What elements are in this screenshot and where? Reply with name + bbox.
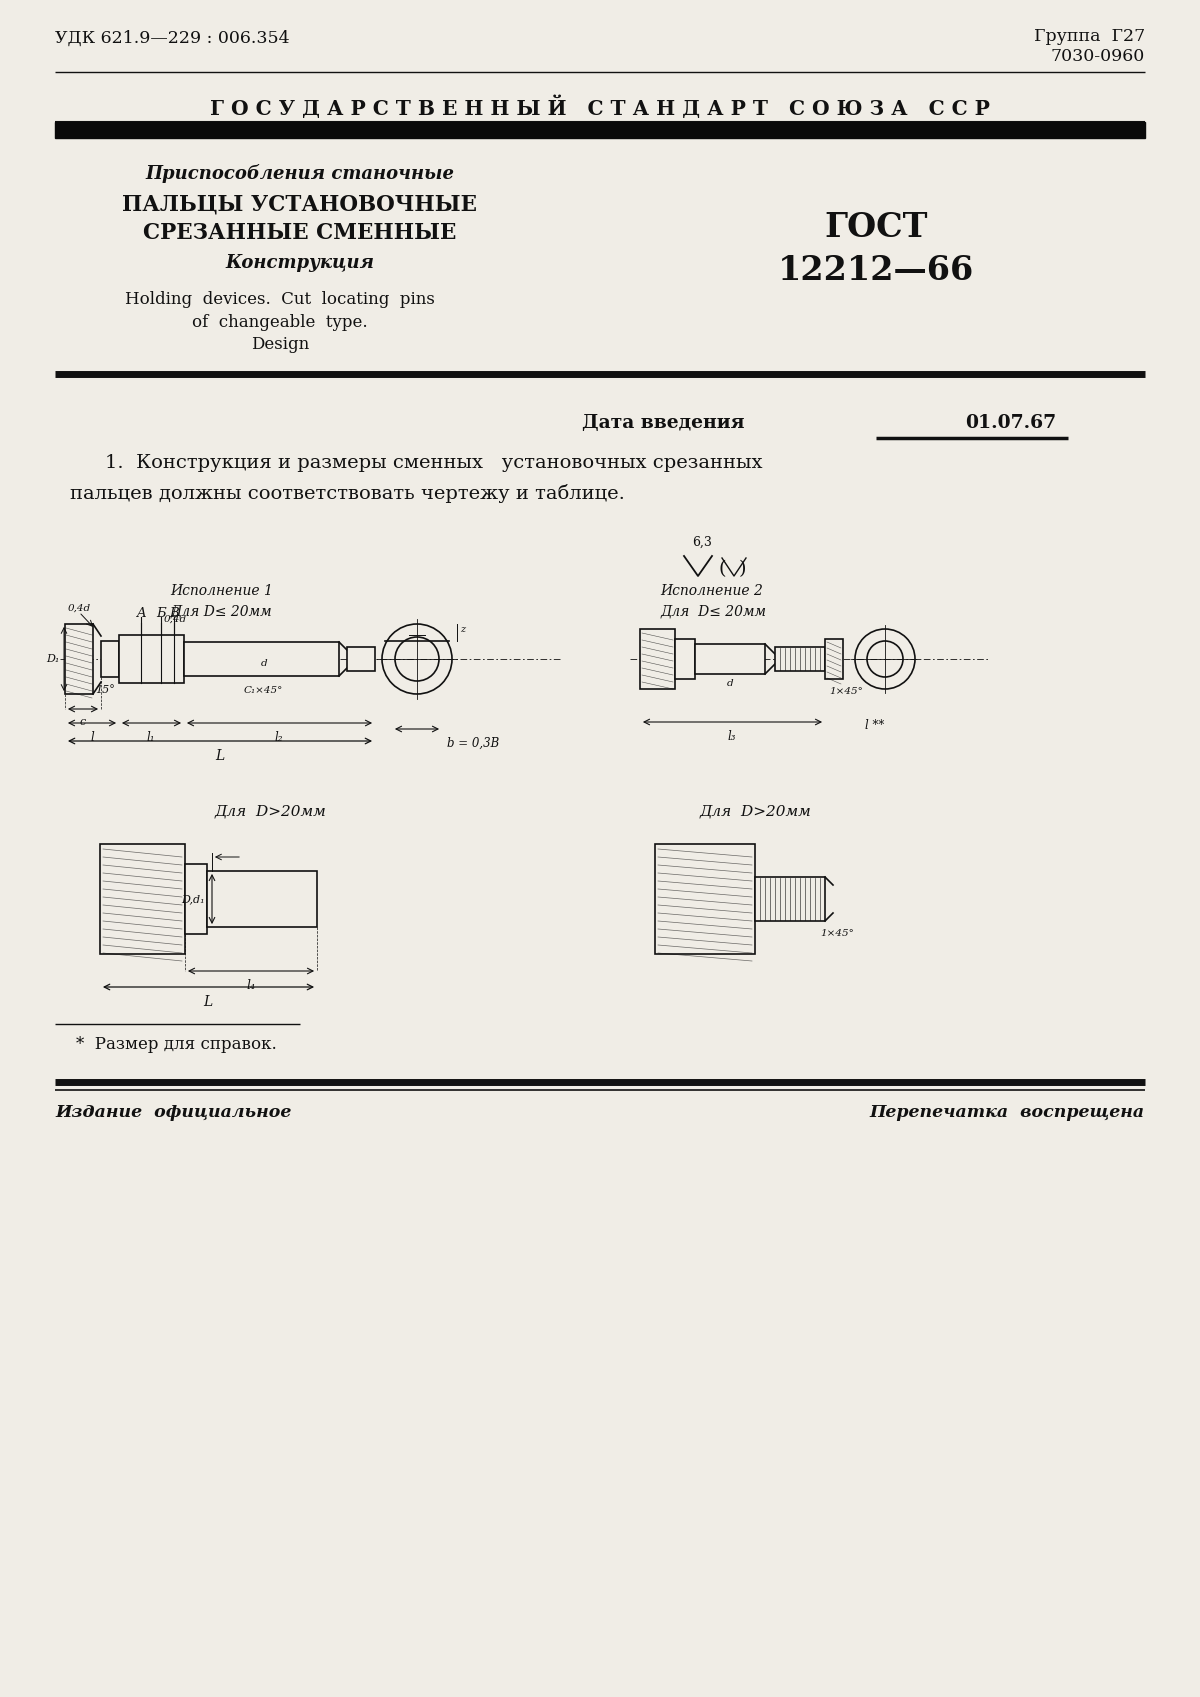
Text: Для  D≤ 20мм: Для D≤ 20мм [660, 604, 766, 618]
Text: of  changeable  type.: of changeable type. [192, 314, 368, 331]
Text: Приспособления станочные: Приспособления станочные [145, 165, 455, 183]
Text: ): ) [739, 560, 746, 579]
Text: Дата введения: Дата введения [582, 414, 744, 433]
Text: Holding  devices.  Cut  locating  pins: Holding devices. Cut locating pins [125, 290, 434, 307]
Bar [208, 871, 317, 927]
Text: l₄: l₄ [246, 979, 256, 993]
Bar [55, 122, 1145, 137]
Bar [640, 630, 674, 689]
Text: B: B [169, 608, 179, 619]
Text: c: c [80, 718, 86, 726]
Text: D,d₁: D,d₁ [181, 894, 205, 905]
Text: 12212—66: 12212—66 [778, 255, 974, 287]
Text: ГОСТ: ГОСТ [824, 210, 928, 244]
Text: b = 0,3B: b = 0,3B [446, 736, 499, 750]
Text: C₁×45°: C₁×45° [244, 686, 283, 696]
Text: L: L [215, 748, 224, 764]
Text: 15°: 15° [95, 686, 115, 696]
Text: 1×45°: 1×45° [829, 687, 863, 696]
Text: d: d [260, 660, 268, 669]
Bar [826, 640, 842, 679]
Bar [65, 624, 94, 694]
Text: УДК 621.9—229 : 006.354: УДК 621.9—229 : 006.354 [55, 31, 289, 48]
Bar [755, 877, 826, 921]
Text: 0,4d: 0,4d [164, 614, 187, 624]
Text: *  Размер для справок.: * Размер для справок. [55, 1035, 277, 1054]
Text: A: A [136, 608, 146, 619]
Bar [100, 843, 185, 954]
Text: Исполнение 1: Исполнение 1 [170, 584, 272, 597]
Text: Design: Design [251, 336, 310, 353]
Text: Б: Б [156, 608, 166, 619]
Bar [655, 843, 755, 954]
Text: (: ( [718, 560, 726, 579]
Text: 1.  Конструкция и размеры сменных   установочных срезанных: 1. Конструкция и размеры сменных установ… [106, 455, 762, 472]
Text: l: l [90, 731, 94, 743]
Text: пальцев должны соответствовать чертежу и таблице.: пальцев должны соответствовать чертежу и… [70, 484, 625, 502]
Text: z: z [460, 624, 466, 633]
Text: l₃: l₃ [727, 730, 737, 743]
Text: 01.07.67: 01.07.67 [965, 414, 1056, 433]
Bar [101, 641, 119, 677]
Text: L: L [203, 994, 212, 1010]
Text: Для  D>20мм: Для D>20мм [215, 804, 326, 818]
Bar [119, 635, 184, 682]
Bar [184, 641, 340, 675]
Text: Для D≤ 20мм: Для D≤ 20мм [170, 604, 271, 618]
Text: СРЕЗАННЫЕ СМЕННЫЕ: СРЕЗАННЫЕ СМЕННЫЕ [143, 222, 457, 244]
Text: Издание  официальное: Издание официальное [55, 1105, 292, 1122]
Bar [695, 643, 766, 674]
Text: 7030-0960: 7030-0960 [1051, 48, 1145, 64]
Text: 1×45°: 1×45° [820, 928, 854, 938]
Text: 0,4d: 0,4d [67, 604, 90, 613]
Text: l **: l ** [865, 720, 884, 731]
Text: l₂: l₂ [275, 731, 283, 743]
Bar [185, 864, 208, 933]
Bar [674, 640, 695, 679]
Text: d: d [727, 679, 733, 687]
Text: Перепечатка  воспрещена: Перепечатка воспрещена [870, 1105, 1145, 1122]
Text: ПАЛЬЦЫ УСТАНОВОЧНЫЕ: ПАЛЬЦЫ УСТАНОВОЧНЫЕ [122, 193, 478, 216]
Text: 6,3: 6,3 [692, 536, 712, 550]
Text: Конструкция: Конструкция [226, 255, 374, 272]
Text: D₁: D₁ [47, 653, 60, 664]
Text: Исполнение 2: Исполнение 2 [660, 584, 763, 597]
Bar [775, 647, 826, 670]
Bar [347, 647, 374, 670]
Text: Для  D>20мм: Для D>20мм [700, 804, 811, 818]
Text: l₁: l₁ [146, 731, 155, 743]
Text: Г О С У Д А Р С Т В Е Н Н Ы Й   С Т А Н Д А Р Т   С О Ю З А   С С Р: Г О С У Д А Р С Т В Е Н Н Ы Й С Т А Н Д … [210, 95, 990, 119]
Text: Группа  Г27: Группа Г27 [1033, 27, 1145, 46]
